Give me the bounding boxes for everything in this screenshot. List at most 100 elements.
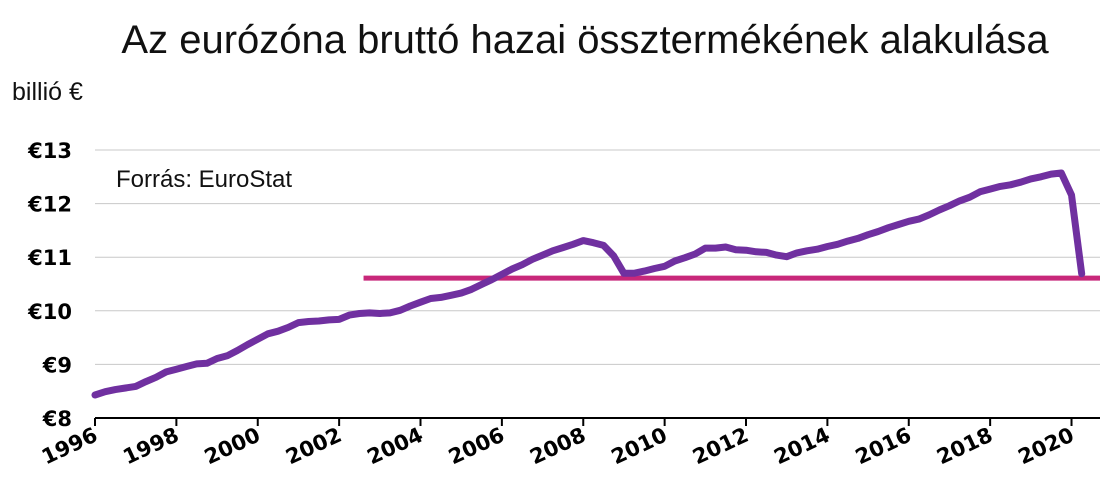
data-point [794, 250, 800, 256]
data-point [987, 186, 993, 192]
data-point [977, 189, 983, 195]
data-point [367, 310, 373, 316]
data-point [499, 271, 505, 277]
data-point [428, 296, 434, 301]
x-tick-label: 2012 [689, 423, 752, 469]
data-point [865, 232, 871, 238]
data-point [163, 369, 169, 375]
data-point [224, 353, 230, 359]
data-point [1018, 179, 1024, 185]
data-point [306, 319, 312, 324]
data-point [845, 238, 851, 244]
data-point [377, 311, 383, 316]
data-point [540, 252, 546, 258]
data-point [580, 238, 586, 244]
data-point [255, 336, 261, 342]
data-point [214, 356, 220, 361]
data-point [835, 241, 841, 247]
data-point [723, 244, 729, 250]
data-point [1048, 171, 1054, 177]
chart-title: Az eurózóna bruttó hazai össztermékének … [121, 18, 1049, 62]
data-point [112, 387, 118, 393]
y-tick-label: €12 [27, 193, 72, 217]
data-point [590, 240, 596, 246]
source-annotation: Forrás: EuroStat [116, 166, 292, 193]
data-point [285, 324, 291, 330]
data-point [407, 303, 413, 309]
data-point [275, 328, 281, 334]
data-point [265, 331, 271, 337]
data-point [336, 316, 342, 322]
y-tick-label: €8 [42, 407, 72, 431]
y-axis-unit-label: billió € [12, 78, 83, 106]
data-point [896, 222, 902, 227]
x-tick-label: 2000 [201, 423, 264, 469]
data-point [753, 249, 759, 255]
data-point [1028, 176, 1034, 182]
y-tick-label: €9 [42, 353, 72, 377]
data-point [672, 258, 678, 264]
data-point [234, 348, 240, 353]
data-point [92, 392, 98, 398]
data-point [916, 216, 922, 222]
data-point [662, 263, 668, 269]
data-point [957, 198, 963, 204]
data-point [529, 256, 535, 262]
data-point [702, 245, 708, 251]
data-point [418, 299, 423, 305]
x-tick-label: 2020 [1015, 423, 1078, 469]
data-point [1079, 271, 1085, 277]
data-point [621, 270, 627, 276]
data-point [1058, 170, 1064, 176]
data-point [1069, 192, 1074, 198]
data-point [184, 364, 189, 369]
y-tick-label: €10 [27, 300, 72, 324]
data-point [743, 247, 749, 253]
x-tick-label: 2014 [770, 423, 833, 469]
x-tick-label: 2004 [363, 423, 426, 469]
data-point [560, 245, 566, 251]
data-point [570, 241, 576, 247]
data-point [1038, 174, 1044, 180]
x-tick-label: 2008 [526, 423, 589, 469]
data-point [245, 342, 251, 348]
gdp-series-line [91, 169, 1086, 399]
data-point [713, 245, 718, 251]
data-point [489, 277, 495, 283]
x-tick-label: 2010 [608, 423, 671, 469]
data-point [133, 383, 139, 389]
x-tick-label: 1998 [119, 423, 182, 469]
data-point [397, 307, 403, 313]
data-point [346, 312, 352, 318]
data-point [194, 361, 200, 367]
data-point [875, 229, 881, 234]
data-point [438, 294, 444, 300]
data-point [468, 286, 474, 292]
data-point [733, 247, 739, 253]
data-point [997, 183, 1003, 189]
x-tick-label: 2018 [933, 423, 996, 469]
data-point [947, 203, 952, 209]
data-point [550, 248, 556, 254]
data-point [601, 242, 607, 248]
data-point [784, 254, 790, 260]
data-point [458, 290, 464, 296]
data-point [682, 255, 688, 261]
data-point [295, 320, 301, 326]
x-axis-ticks: 1996 1998 2000 2002 2004 2006 2008 2010 2012 2014… [38, 418, 1078, 469]
data-point [509, 266, 515, 272]
data-point [143, 379, 149, 385]
y-axis-ticks: €8 €9 €10 €11 €12 €13 [27, 139, 72, 431]
data-point [102, 389, 108, 395]
data-point [123, 385, 128, 391]
data-point [1008, 182, 1013, 188]
series-layer [91, 169, 1086, 399]
data-point [173, 366, 179, 372]
data-point [316, 318, 322, 324]
data-point [631, 270, 637, 276]
data-point [611, 253, 617, 259]
y-tick-label: €11 [27, 246, 72, 270]
gridlines [95, 149, 1100, 419]
data-point [926, 212, 932, 218]
